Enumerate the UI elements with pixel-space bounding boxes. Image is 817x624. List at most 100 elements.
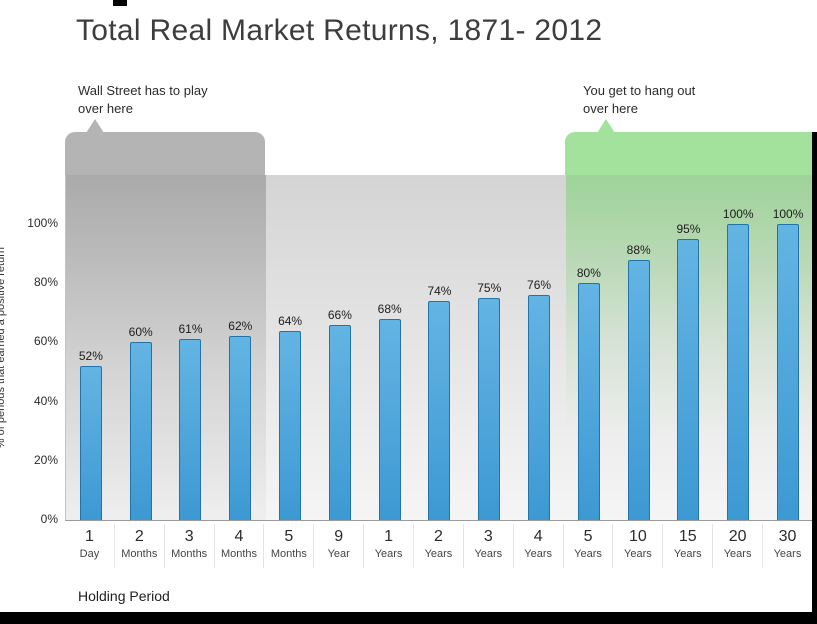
bar (528, 295, 551, 520)
y-tick-label: 0% (40, 512, 58, 526)
bar (577, 283, 600, 520)
x-tick-unit: Years (474, 548, 503, 560)
bar-value-label: 68% (377, 302, 402, 316)
plot-area: 52% 60% 61% 62% 64% 66% 68% 74% 75% 76% 80% 88% 95% 1… (65, 175, 813, 521)
bar (378, 319, 401, 520)
x-tick-label: 15 Years (663, 524, 714, 568)
bar-value-label: 75% (477, 281, 502, 295)
y-tick-label: 80% (33, 275, 58, 289)
annotation-hang-out: You get to hang out over here (583, 82, 695, 118)
bar-value-label: 64% (278, 314, 303, 328)
bar (428, 301, 451, 520)
annotation-line: over here (78, 101, 133, 117)
slide-edge-right (812, 132, 817, 624)
bar-series: 52% 60% 61% 62% 64% 66% 68% 74% 75% 76% 80% 88% 95% 1… (66, 175, 813, 520)
bar-column: 88% (614, 243, 664, 520)
x-tick-unit: Years (374, 548, 403, 560)
x-tick-number: 1 (384, 528, 394, 545)
bar-value-label: 62% (228, 319, 253, 333)
bar-value-label: 52% (78, 349, 103, 363)
x-tick-unit: Months (121, 548, 158, 560)
x-tick-label: 3 Months (165, 524, 215, 568)
bar-column: 68% (365, 302, 415, 520)
x-tick-unit: Years (723, 548, 752, 560)
x-tick-label: 3 Years (464, 524, 514, 568)
slide-edge-artifact (113, 0, 127, 6)
bar (478, 298, 501, 520)
bar-value-label: 88% (626, 243, 651, 257)
x-tick-label: 4 Months (215, 524, 265, 568)
bar (727, 224, 750, 520)
bar-value-label: 100% (772, 207, 804, 221)
bar-column: 80% (564, 266, 614, 520)
bar (129, 342, 152, 520)
bar (179, 339, 202, 520)
x-tick-label: 9 Year (314, 524, 365, 568)
bar (677, 239, 700, 520)
x-tick-unit: Day (79, 548, 100, 560)
bar-column: 95% (664, 222, 714, 520)
x-tick-label: 2 Years (414, 524, 464, 568)
y-tick-label: 20% (33, 453, 58, 467)
x-tick-label: 5 Months (264, 524, 315, 568)
x-tick-unit: Months (171, 548, 208, 560)
y-tick-label: 60% (33, 334, 58, 348)
bar-value-label: 60% (128, 325, 153, 339)
bar (229, 336, 252, 520)
bar-column: 75% (464, 281, 514, 520)
x-tick-number: 3 (483, 528, 493, 545)
x-tick-label: 1 Years (364, 524, 415, 568)
x-tick-unit: Years (624, 548, 652, 560)
x-tick-number: 15 (678, 528, 697, 545)
x-tick-unit: Years (424, 548, 453, 560)
annotation-wall-street: Wall Street has to play over here (78, 82, 208, 118)
bar-value-label: 80% (576, 266, 601, 280)
x-tick-unit: Months (270, 548, 307, 560)
x-tick-label: 20 Years (713, 524, 764, 568)
x-tick-unit: Years (524, 548, 553, 560)
x-tick-label: 30 Years (763, 524, 812, 568)
bar (777, 224, 800, 520)
bar (627, 260, 650, 520)
bar-column: 100% (713, 207, 763, 520)
gray-region-band (65, 132, 265, 175)
x-tick-unit: Years (673, 548, 702, 560)
bar-column: 100% (763, 207, 813, 520)
bar (79, 366, 102, 520)
bar-column: 74% (415, 284, 465, 520)
x-tick-number: 5 (284, 528, 294, 545)
bar (279, 331, 302, 520)
bar-value-label: 61% (178, 322, 203, 336)
x-tick-unit: Months (220, 548, 258, 560)
x-tick-number: 1 (84, 528, 94, 545)
bar-column: 62% (215, 319, 265, 520)
bar-value-label: 76% (527, 278, 552, 292)
chart-title: Total Real Market Returns, 1871- 2012 (76, 14, 603, 47)
bar-column: 52% (66, 349, 116, 520)
bar-column: 76% (514, 278, 564, 520)
bar-column: 64% (265, 314, 315, 520)
x-axis-tick-labels: 1 Day 2 Months 3 Months 4 Months 5 Months 9 Year 1 Ye… (65, 524, 812, 568)
bar-column: 61% (166, 322, 216, 520)
bar-column: 66% (315, 308, 365, 520)
x-tick-number: 20 (728, 528, 747, 545)
green-region-pointer (597, 119, 615, 133)
y-tick-label: 100% (27, 216, 58, 230)
annotation-line: over here (583, 101, 638, 117)
x-axis-title: Holding Period (78, 588, 170, 604)
green-region-band (565, 132, 812, 175)
x-tick-number: 3 (184, 528, 194, 545)
x-tick-label: 5 Years (564, 524, 614, 568)
x-tick-label: 4 Years (514, 524, 564, 568)
bar-value-label: 95% (676, 222, 701, 236)
y-tick-label: 40% (33, 394, 58, 408)
x-tick-unit: Years (773, 548, 802, 560)
x-tick-number: 4 (533, 528, 543, 545)
x-tick-unit: Years (574, 548, 602, 560)
bar-value-label: 100% (722, 207, 754, 221)
annotation-line: You get to hang out (583, 83, 696, 98)
x-tick-number: 9 (334, 528, 344, 545)
x-tick-number: 30 (778, 528, 797, 545)
x-tick-number: 2 (134, 528, 144, 545)
